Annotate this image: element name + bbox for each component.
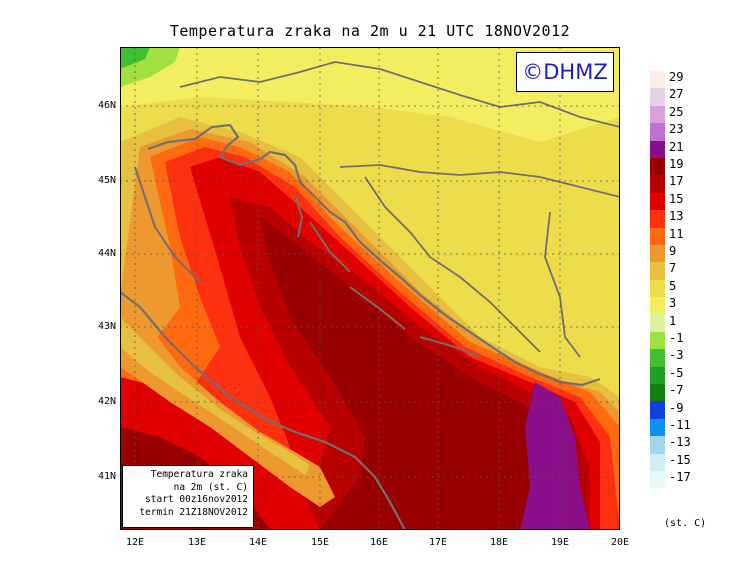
legend-swatch [650, 418, 665, 437]
legend-label: 29 [669, 70, 684, 84]
info-box: Temperatura zraka na 2m (st. C) start 00… [122, 465, 254, 528]
lon-label: 19E [550, 537, 570, 548]
legend-label: 23 [669, 122, 684, 137]
legend-swatch [650, 157, 665, 176]
lon-label: 16E [369, 537, 389, 548]
legend-unit: (st. C) [664, 518, 707, 529]
map-title: Temperatura zraka na 2m u 21 UTC 18NOV20… [169, 22, 571, 40]
legend-swatch [650, 279, 665, 298]
border-north [179, 61, 620, 128]
legend-swatch [650, 192, 665, 211]
legend-label: -15 [669, 452, 691, 467]
dhmz-watermark: ©DHMZ [516, 52, 614, 92]
island-chain-2 [349, 286, 406, 330]
lon-label: 18E [489, 537, 509, 548]
grid [120, 47, 620, 530]
legend-label: 25 [669, 104, 684, 119]
lat-label: 45N [97, 175, 116, 186]
legend-swatch [650, 140, 665, 158]
legend-swatch [650, 314, 665, 332]
map-area [120, 47, 620, 530]
border-serbia [544, 211, 581, 358]
color-legend [650, 71, 670, 489]
lat-label: 44N [97, 248, 116, 259]
legend-swatch [650, 366, 665, 385]
warm-purple-patch [520, 382, 590, 530]
legend-label: 1 [669, 313, 677, 328]
north-band [120, 47, 620, 142]
legend-swatch [650, 384, 665, 402]
info-line-3: start 00z16nov2012 [145, 494, 248, 505]
island-chain-1 [309, 221, 351, 273]
lon-label: 17E [428, 537, 448, 548]
legend-swatch [650, 105, 665, 124]
legend-label: -3 [669, 348, 684, 363]
legend-swatch [650, 88, 665, 106]
info-line-2: na 2m (st. C) [173, 481, 248, 493]
info-line-1: Temperatura zraka [150, 469, 248, 480]
island-krk [294, 194, 304, 238]
legend-label: -13 [669, 435, 691, 450]
legend-label: 21 [669, 139, 684, 154]
legend-label: 27 [669, 87, 684, 102]
info-line-4: termin 21Z18NOV2012 [139, 506, 248, 518]
temperature-map [120, 47, 620, 530]
legend-label: 9 [669, 244, 677, 258]
adriatic-deep [260, 217, 575, 530]
legend-label: 19 [669, 157, 684, 171]
legend-label: 15 [669, 191, 684, 206]
legend-swatch [650, 262, 665, 280]
legend-swatch [650, 349, 665, 367]
lat-label: 46N [97, 100, 116, 111]
legend-label: 5 [669, 278, 677, 293]
coastline-west [134, 166, 201, 283]
map-border [120, 47, 620, 530]
lon-label: 14E [248, 537, 268, 548]
legend-label: -7 [669, 383, 684, 398]
legend-swatch [650, 123, 665, 141]
legend-swatch [650, 297, 665, 315]
legend-label: 17 [669, 174, 684, 189]
legend-label: -1 [669, 331, 684, 345]
legend-label: 13 [669, 209, 684, 224]
legend-swatch [650, 401, 665, 419]
legend-swatch [650, 210, 665, 228]
lat-label: 41N [97, 471, 116, 482]
italy-land-inner [120, 317, 310, 475]
legend-label: -11 [669, 418, 691, 432]
legend-swatch [650, 453, 665, 471]
border-bih [364, 176, 541, 353]
border-sava [339, 164, 620, 198]
lon-label: 12E [125, 537, 145, 548]
legend-swatch [650, 331, 665, 350]
lat-label: 43N [97, 321, 116, 332]
legend-label: -17 [669, 470, 691, 485]
legend-swatch [650, 244, 665, 263]
legend-label: -9 [669, 400, 684, 415]
legend-swatch [650, 436, 665, 454]
legend-swatch [650, 175, 665, 193]
island-chain-3 [419, 336, 481, 358]
legend-label: -5 [669, 365, 684, 380]
legend-swatch [650, 470, 665, 489]
coastline-east [147, 123, 601, 387]
lon-label: 15E [310, 537, 330, 548]
lat-label: 42N [97, 396, 116, 407]
legend-swatch [650, 71, 665, 89]
legend-swatch [650, 227, 665, 245]
lon-label: 20E [610, 537, 630, 548]
legend-label: 11 [669, 226, 684, 241]
legend-label: 3 [669, 296, 677, 311]
lon-label: 13E [187, 537, 207, 548]
legend-label: 7 [669, 261, 677, 276]
coastline-italy [120, 291, 406, 530]
cold-patch-inner [120, 47, 150, 69]
